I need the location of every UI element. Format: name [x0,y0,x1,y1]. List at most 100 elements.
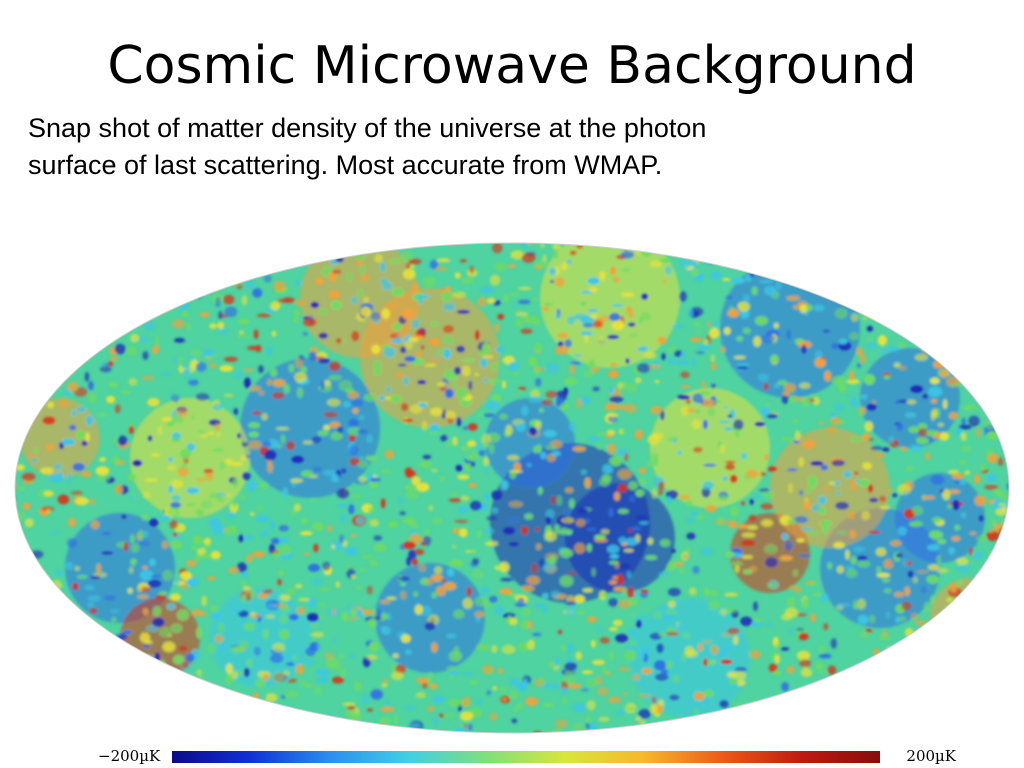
temperature-speckle [201,595,208,607]
temperature-speckle [238,534,244,543]
temperature-speckle [508,690,520,700]
temperature-speckle [347,391,359,399]
temperature-speckle [292,655,297,660]
temperature-speckle [280,695,286,699]
temperature-speckle [557,630,563,634]
temperature-speckle [208,364,219,368]
temperature-speckle [536,543,542,550]
temperature-speckle [677,568,685,574]
temperature-speckle [600,667,609,674]
temperature-speckle [286,662,295,666]
temperature-speckle [262,589,274,594]
temperature-speckle [937,422,944,427]
temperature-speckle [542,562,556,572]
temperature-speckle [584,477,591,489]
temperature-speckle [931,517,942,524]
temperature-speckle [608,370,619,379]
temperature-speckle [501,480,509,490]
temperature-speckle [444,373,458,381]
temperature-speckle [398,576,411,581]
temperature-speckle [87,602,95,608]
temperature-speckle [316,669,330,676]
temperature-speckle [909,445,923,452]
temperature-speckle [510,292,520,296]
temperature-speckle [843,470,852,479]
temperature-speckle [489,274,501,286]
temperature-speckle [499,413,508,420]
temperature-speckle [326,525,333,532]
temperature-speckle [801,344,807,354]
temperature-speckle [367,618,377,628]
temperature-speckle [597,443,602,450]
temperature-speckle [723,327,731,335]
temperature-speckle [647,364,662,369]
temperature-speckle [224,512,237,518]
temperature-speckle [149,558,156,567]
temperature-speckle [732,561,743,566]
temperature-speckle [626,570,632,579]
temperature-speckle [773,643,782,651]
temperature-speckle [303,658,315,666]
temperature-speckle [954,426,963,437]
temperature-speckle [494,605,505,616]
temperature-speckle [373,368,382,376]
temperature-speckle [244,534,253,542]
temperature-speckle [340,668,346,678]
temperature-speckle [484,492,490,502]
temperature-speckle [439,387,448,392]
temperature-speckle [239,493,246,501]
temperature-speckle [55,568,62,577]
temperature-speckle [911,613,918,621]
temperature-speckle [147,397,160,407]
temperature-speckle [798,341,812,349]
temperature-speckle [846,379,860,385]
temperature-speckle [788,483,793,494]
temperature-speckle [142,643,151,649]
temperature-speckle [692,565,700,574]
temperature-speckle [868,530,881,534]
temperature-speckle [566,315,576,326]
temperature-speckle [617,509,629,514]
temperature-speckle [954,524,960,531]
temperature-speckle [224,306,238,318]
temperature-speckle [363,296,369,305]
temperature-speckle [788,627,794,636]
temperature-speckle [885,646,896,653]
temperature-speckle [786,329,791,340]
temperature-speckle [487,297,496,304]
temperature-speckle [961,512,966,518]
temperature-speckle [70,490,83,496]
temperature-speckle [546,509,555,519]
temperature-speckle [323,411,338,418]
temperature-speckle [521,526,529,535]
temperature-speckle [818,421,824,425]
temperature-speckle [370,311,381,321]
temperature-speckle [686,532,696,540]
temperature-speckle [658,572,670,577]
temperature-speckle [481,664,494,675]
temperature-speckle [214,634,224,643]
temperature-speckle [203,349,215,357]
temperature-speckle [765,557,778,568]
temperature-speckle [143,491,151,500]
temperature-speckle [997,494,1009,500]
temperature-speckle [781,533,789,540]
temperature-speckle [272,642,285,653]
temperature-speckle [282,670,290,676]
temperature-speckle [680,352,687,358]
temperature-speckle [695,350,706,355]
temperature-speckle [462,598,473,609]
temperature-speckle [314,686,322,696]
temperature-speckle [576,610,586,615]
temperature-speckle [420,542,427,546]
temperature-speckle [751,286,758,296]
temperature-speckle [563,387,568,396]
temperature-speckle [178,645,188,651]
temperature-speckle [350,296,359,304]
temperature-speckle [502,697,507,702]
temperature-speckle [31,456,39,463]
temperature-speckle [774,654,780,664]
temperature-speckle [890,540,902,547]
temperature-speckle [531,563,538,574]
temperature-speckle [958,480,966,485]
